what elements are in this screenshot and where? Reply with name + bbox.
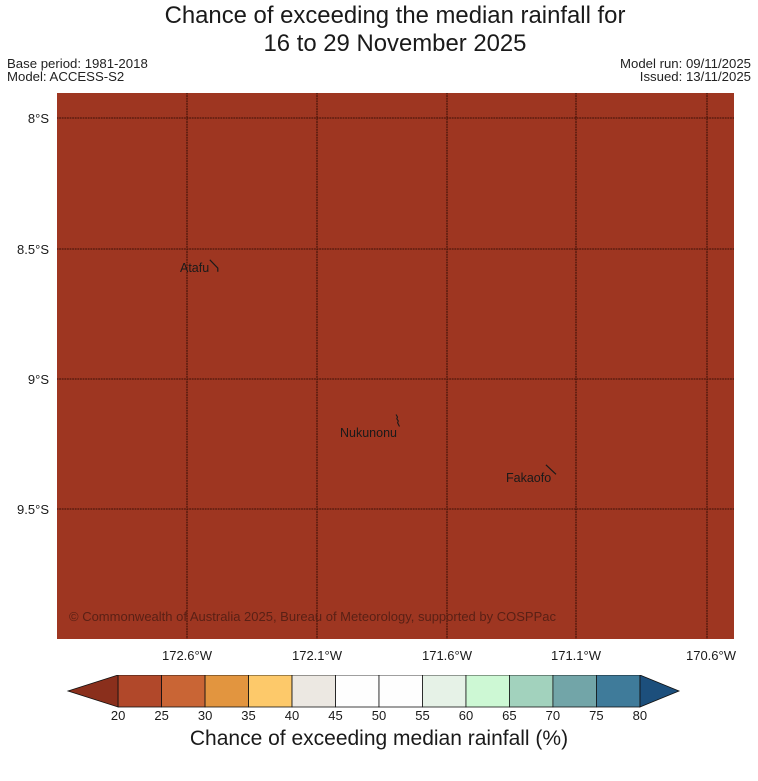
svg-text:20: 20 (111, 708, 125, 721)
svg-text:40: 40 (285, 708, 299, 721)
svg-text:50: 50 (372, 708, 386, 721)
svg-text:30: 30 (198, 708, 212, 721)
svg-text:80: 80 (633, 708, 647, 721)
svg-text:60: 60 (459, 708, 473, 721)
svg-text:45: 45 (328, 708, 342, 721)
svg-text:55: 55 (415, 708, 429, 721)
svg-text:25: 25 (154, 708, 168, 721)
svg-text:65: 65 (502, 708, 516, 721)
svg-text:70: 70 (546, 708, 560, 721)
svg-text:35: 35 (241, 708, 255, 721)
svg-text:75: 75 (589, 708, 603, 721)
